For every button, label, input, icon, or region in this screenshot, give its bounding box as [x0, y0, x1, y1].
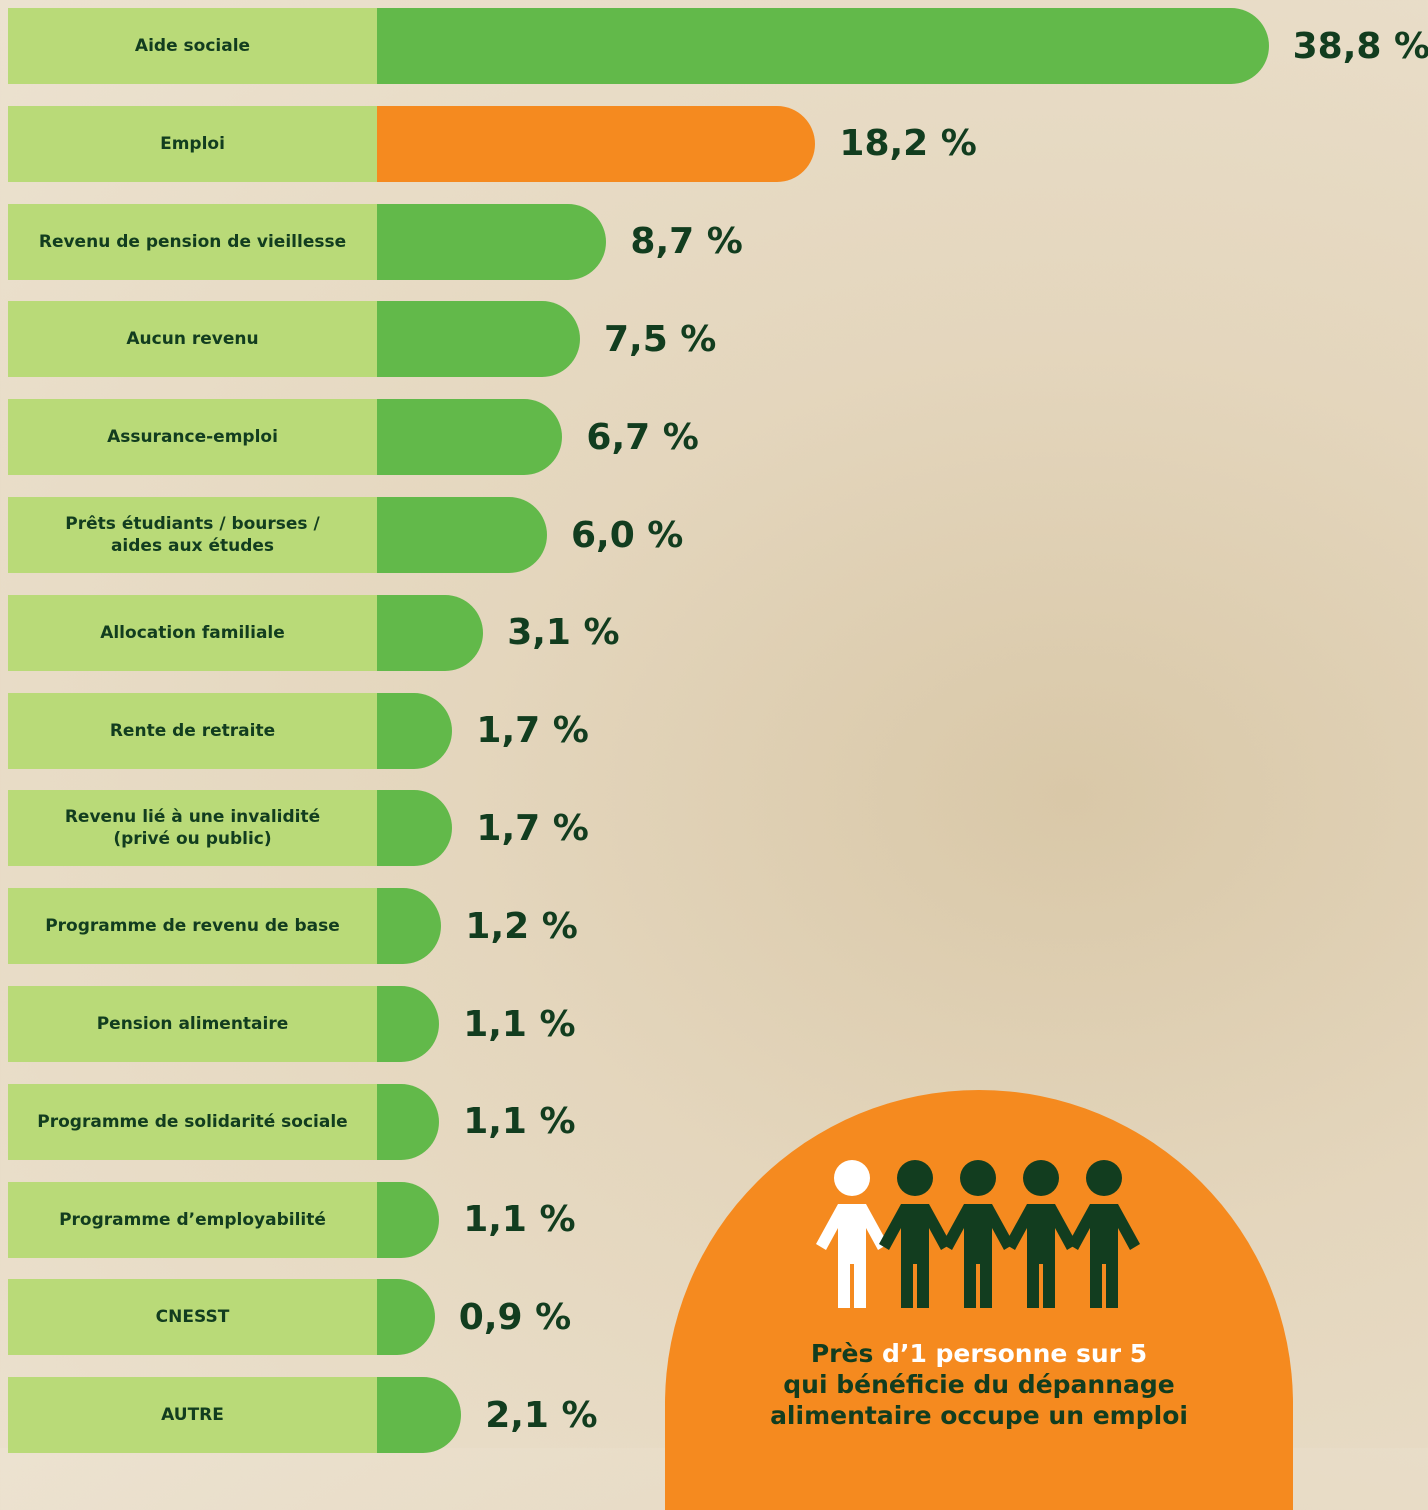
category-label: Pension alimentaire	[8, 986, 377, 1062]
category-label: Revenu de pension de vieillesse	[8, 203, 377, 280]
bar	[377, 399, 563, 476]
value-label: 8,7 %	[630, 221, 743, 263]
value-label: 1,1 %	[463, 1003, 576, 1045]
category-label: Prêts étudiants / bourses / aides aux ét…	[8, 497, 377, 573]
value-label: 1,7 %	[476, 710, 589, 752]
bar	[377, 203, 607, 280]
value-label: 1,7 %	[476, 807, 589, 849]
category-label: AUTRE	[8, 1377, 377, 1454]
category-label: Programme de revenu de base	[8, 888, 377, 965]
bar	[377, 1181, 440, 1258]
value-label: 38,8 %	[1292, 25, 1428, 67]
bar	[377, 497, 547, 573]
callout-line: alimentaire occupe un emploi	[770, 1401, 1188, 1430]
category-label: CNESST	[8, 1279, 377, 1356]
category-label: Aide sociale	[8, 8, 377, 84]
bar	[377, 888, 442, 965]
bar	[377, 1083, 440, 1160]
bar	[377, 1279, 435, 1356]
category-label: Allocation familiale	[8, 594, 377, 671]
category-label: Emploi	[8, 105, 377, 182]
value-label: 0,9 %	[458, 1296, 572, 1338]
value-label: 3,1 %	[507, 612, 620, 654]
value-label: 1,1 %	[463, 1199, 576, 1241]
category-label: Assurance-emploi	[8, 399, 377, 476]
value-label: 6,7 %	[586, 416, 699, 458]
people-icon	[816, 1160, 1140, 1308]
bar	[377, 790, 453, 867]
category-label: Aucun revenu	[8, 301, 377, 378]
bar	[377, 594, 484, 671]
category-label: Rente de retraite	[8, 692, 377, 769]
bar	[377, 105, 816, 182]
category-label: Programme de solidarité sociale	[8, 1083, 377, 1160]
value-label: 2,1 %	[485, 1394, 598, 1436]
callout: Près d’1 personne sur 5 qui bénéficie du…	[665, 1090, 1293, 1510]
category-label: Revenu lié à une invalidité (privé ou pu…	[8, 790, 377, 867]
bar	[377, 301, 580, 378]
category-label: Programme d’employabilité	[8, 1181, 377, 1258]
bar	[377, 986, 440, 1062]
bar	[377, 692, 453, 769]
value-label: 7,5 %	[604, 318, 717, 360]
value-label: 1,2 %	[465, 905, 578, 947]
value-label: 6,0 %	[571, 514, 684, 556]
callout-highlight: d’1 personne sur 5	[882, 1339, 1148, 1368]
callout-line: qui bénéficie du dépannage	[783, 1370, 1175, 1399]
bar	[377, 1377, 462, 1454]
value-label: 18,2 %	[839, 123, 977, 165]
bar	[377, 8, 1269, 84]
value-label: 1,1 %	[463, 1101, 576, 1143]
callout-text: Près d’1 personne sur 5 qui bénéficie du…	[665, 1338, 1293, 1431]
callout-lead: Près	[810, 1339, 883, 1368]
